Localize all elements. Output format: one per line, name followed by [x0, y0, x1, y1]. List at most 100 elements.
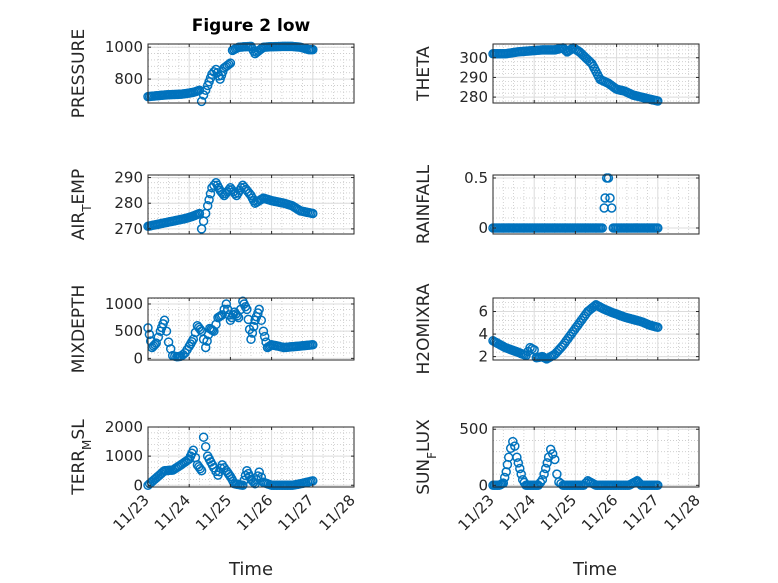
- axes-box: [147, 43, 355, 104]
- data-point: [221, 299, 232, 309]
- data-point: [653, 480, 663, 491]
- data-point: [589, 301, 600, 311]
- data-point: [202, 201, 213, 211]
- y-tick-label: 270: [114, 220, 143, 238]
- y-tick-label: 0: [133, 476, 143, 494]
- data-point: [547, 449, 558, 459]
- data-point: [539, 469, 549, 479]
- data-point: [165, 344, 176, 354]
- data-point: [605, 193, 615, 203]
- y-tick-label: 300: [459, 49, 488, 67]
- data-point: [153, 332, 164, 342]
- data-point: [150, 339, 160, 350]
- data-point: [597, 223, 607, 233]
- data-point: [259, 331, 270, 342]
- data-point: [510, 441, 520, 451]
- data-point: [196, 465, 207, 476]
- data-point: [508, 436, 518, 447]
- axes-box: [147, 426, 355, 488]
- data-point: [254, 467, 264, 477]
- data-point: [219, 304, 229, 315]
- data-point: [194, 208, 205, 219]
- data-point: [606, 203, 617, 213]
- data-point: [246, 334, 256, 345]
- y-tick-label: 0: [133, 349, 143, 367]
- data-point: [550, 454, 560, 465]
- y-tick-label: 4: [478, 325, 488, 343]
- data-point: [217, 310, 227, 320]
- data-point: [512, 452, 522, 463]
- y-tick-label: 2: [478, 348, 488, 366]
- data-point: [308, 340, 318, 350]
- y-tick-label: 0: [478, 219, 488, 237]
- y-tick-label: 1000: [105, 447, 143, 465]
- subplot-rainfall: 0 0.5 RAINFALL: [414, 164, 700, 244]
- data-point: [247, 328, 258, 338]
- data-point: [200, 342, 211, 353]
- data-point: [224, 59, 234, 70]
- y-axis-label: H2OMIXRA: [414, 283, 434, 374]
- subplot-h2omixra: 2 4 6 H2OMIXRA: [414, 283, 700, 375]
- data-point: [247, 476, 258, 486]
- data-point: [144, 329, 155, 340]
- data-point: [513, 458, 524, 468]
- data-point: [515, 463, 525, 474]
- data-point: [516, 469, 526, 479]
- data-point: [161, 326, 172, 336]
- data-point: [499, 472, 510, 483]
- data-point: [243, 314, 254, 325]
- data-point: [584, 55, 594, 66]
- data-point: [603, 173, 614, 183]
- y-axis-label: PRESSURE: [69, 29, 89, 118]
- data-point: [198, 432, 209, 442]
- data-point: [196, 96, 207, 107]
- data-point: [567, 44, 577, 54]
- axes-box: [492, 43, 700, 104]
- y-axis-label: RAINFALL: [414, 164, 434, 244]
- y-tick-label: 0: [478, 476, 488, 494]
- data-point: [537, 474, 548, 485]
- data-point: [248, 321, 259, 332]
- data-point: [242, 304, 252, 315]
- y-axis-label: SUNFLUX: [414, 419, 439, 495]
- data-point: [200, 85, 211, 95]
- data-point: [204, 195, 214, 205]
- data-point: [159, 315, 170, 326]
- data-point: [148, 341, 159, 351]
- subplot-mixdepth: 0 500 1000 MIXDEPTH: [69, 285, 355, 374]
- data-point: [209, 180, 219, 191]
- y-tick-label: 1000: [105, 295, 143, 313]
- axes-box: [492, 297, 700, 361]
- axes-box: [492, 426, 700, 488]
- data-point: [545, 444, 556, 455]
- data-point: [254, 304, 264, 315]
- y-tick-label: 280: [114, 194, 143, 212]
- y-tick-label: 290: [459, 68, 488, 86]
- data-point: [248, 477, 259, 488]
- data-point: [202, 336, 212, 346]
- y-tick-label: 0.5: [464, 169, 488, 187]
- y-axis-label: MIXDEPTH: [69, 285, 89, 374]
- y-tick-label: 500: [114, 322, 143, 340]
- subplot-pressure: 800 1000 PRESSURE: [69, 29, 355, 118]
- data-point: [238, 480, 248, 491]
- y-axis-label: TERRMSL: [69, 419, 94, 496]
- data-point: [225, 58, 236, 68]
- figure-title: Figure 2 low: [192, 16, 311, 36]
- data-point: [540, 463, 551, 474]
- data-point: [151, 338, 161, 348]
- data-point: [542, 458, 552, 468]
- data-point: [200, 441, 211, 452]
- y-tick-label: 6: [478, 303, 488, 321]
- data-point: [198, 90, 209, 100]
- y-tick-label: 500: [459, 420, 488, 438]
- y-tick-label: 1000: [105, 38, 143, 56]
- y-axis-label: AIRTEMP: [69, 169, 94, 240]
- data-point: [195, 463, 205, 474]
- data-point: [600, 193, 610, 203]
- y-tick-label: 2000: [105, 418, 143, 436]
- data-point: [205, 189, 216, 199]
